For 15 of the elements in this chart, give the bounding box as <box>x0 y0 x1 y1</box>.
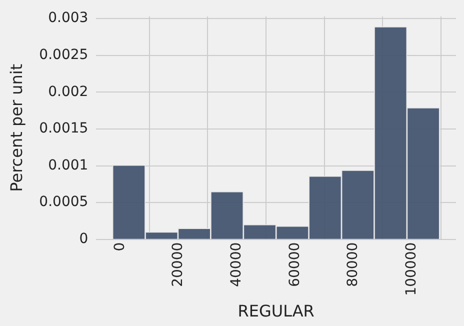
x-tick-label: 40000 <box>228 242 244 287</box>
y-tick-label: 0.0025 <box>39 47 88 64</box>
y-tick-label: 0.003 <box>48 10 88 26</box>
x-axis-title: REGULAR <box>238 302 314 321</box>
y-tick-label: 0.0015 <box>39 120 88 137</box>
x-tick-label: 80000 <box>345 242 362 287</box>
y-tick-label: 0.001 <box>48 157 88 174</box>
y-tick-label: 0 <box>79 230 88 247</box>
x-tick-label: 100000 <box>403 242 420 296</box>
y-tick-label: 0.002 <box>48 84 88 100</box>
x-tick-label: 20000 <box>170 242 186 287</box>
x-tick-label: 60000 <box>286 242 303 287</box>
y-axis-title: Percent per unit <box>6 64 26 192</box>
x-tick-label: 0 <box>112 242 128 252</box>
y-tick-label: 0.0005 <box>39 194 88 210</box>
